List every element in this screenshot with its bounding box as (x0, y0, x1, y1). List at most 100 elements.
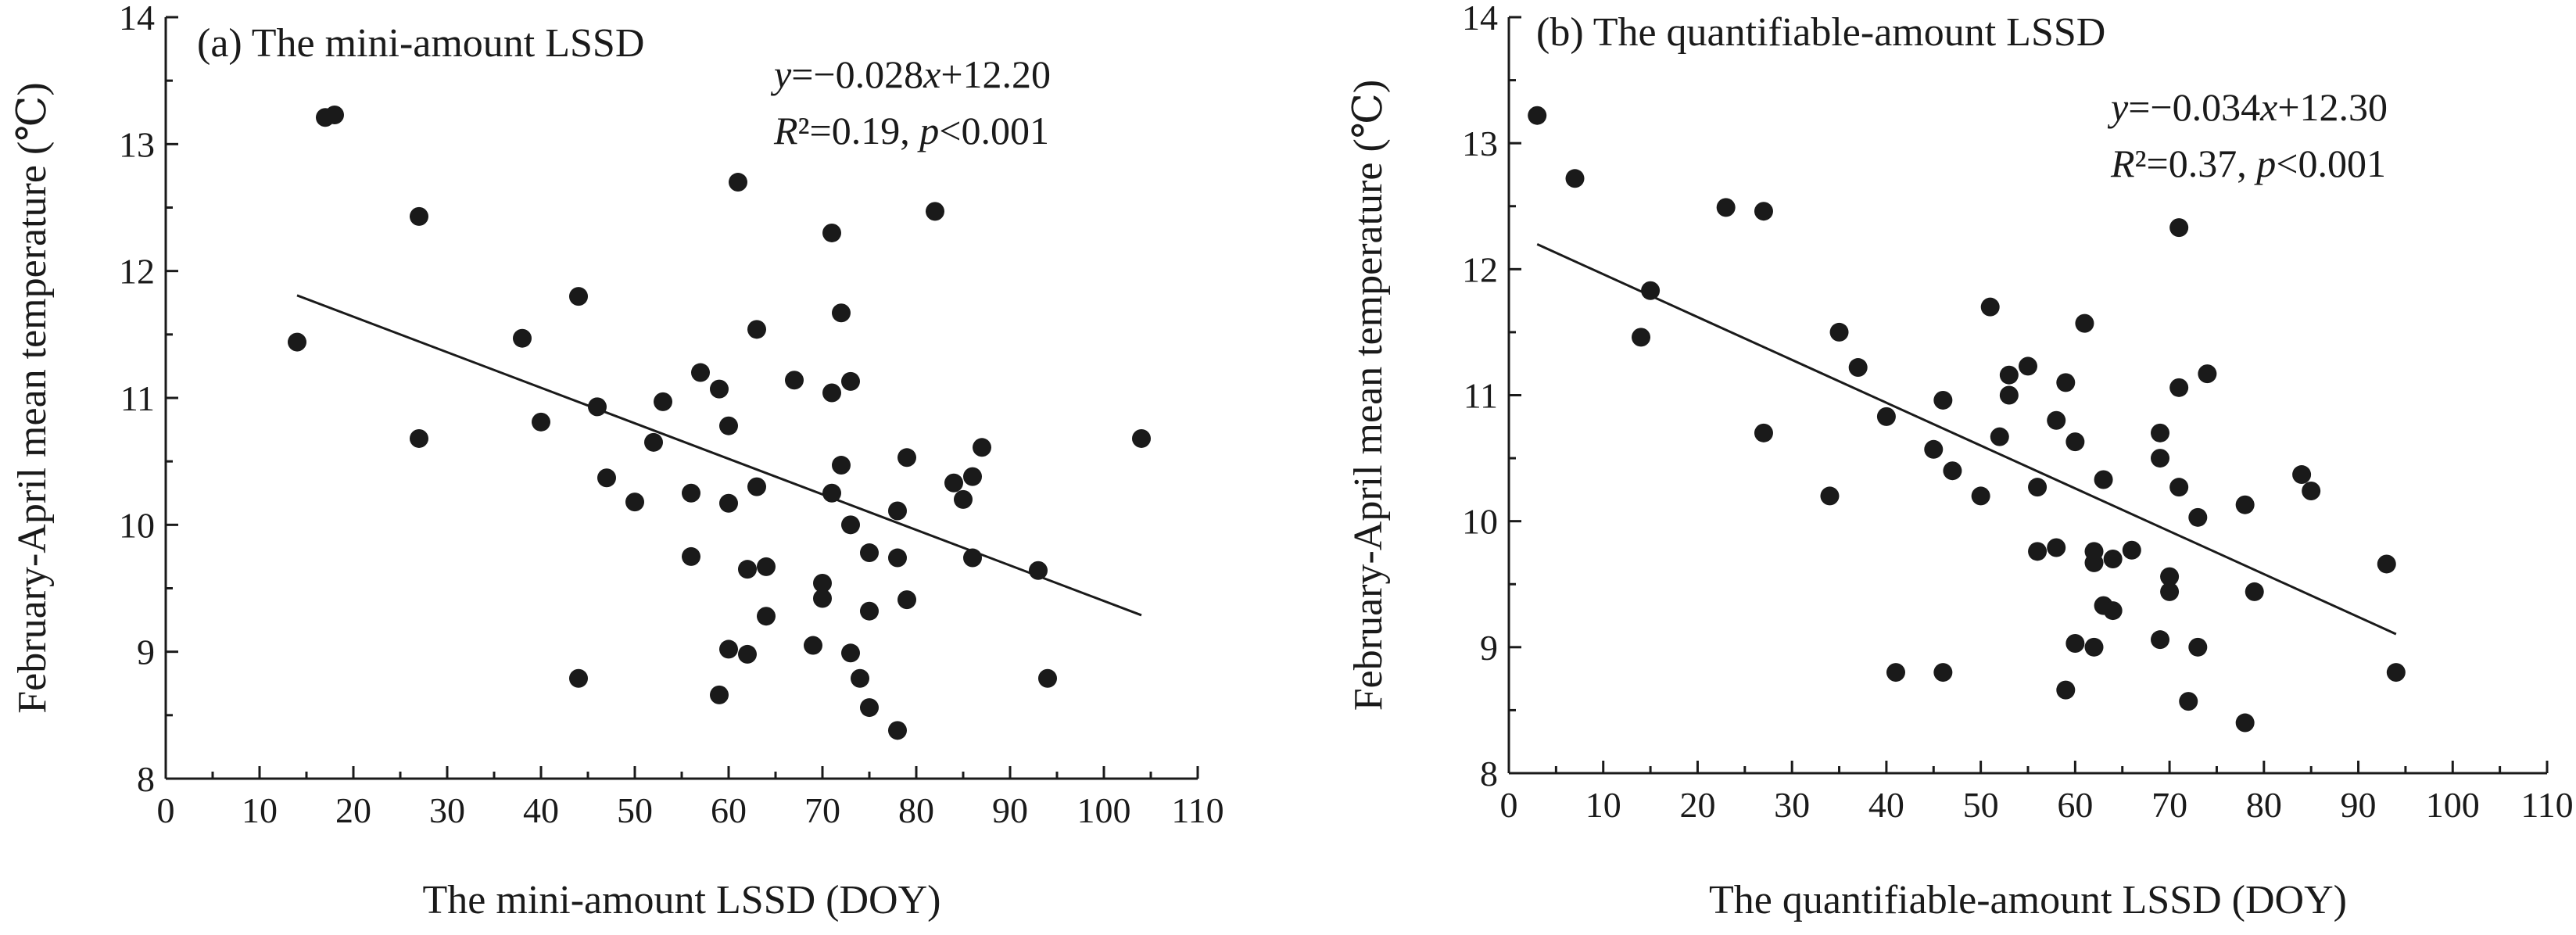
data-point (654, 392, 672, 411)
data-point (888, 721, 907, 740)
data-point (1132, 428, 1151, 448)
data-point (860, 543, 879, 563)
data-point (2065, 432, 2085, 452)
data-point (841, 371, 860, 391)
data-point (1829, 322, 1849, 342)
x-tick-label: 10 (1585, 785, 1621, 825)
data-point (860, 698, 879, 718)
data-point (1632, 328, 1651, 347)
data-point (2198, 364, 2217, 384)
regression-equation: y=−0.034x+12.30 (2107, 85, 2388, 129)
data-point (710, 685, 729, 704)
y-tick-label: 11 (1464, 376, 1498, 416)
x-tick-label: 80 (2246, 785, 2282, 825)
data-point (410, 206, 428, 226)
data-point (569, 287, 588, 306)
data-point (747, 477, 766, 496)
x-tick-label: 0 (1500, 785, 1518, 825)
data-point (1924, 439, 1944, 459)
data-point (832, 456, 851, 475)
data-point (588, 397, 607, 417)
y-tick-label: 8 (137, 759, 155, 799)
data-point (2151, 630, 2170, 650)
data-point (1886, 663, 1905, 682)
data-point (2084, 553, 2104, 572)
data-point (2019, 356, 2037, 376)
data-point (1565, 169, 1585, 188)
data-point (757, 557, 776, 576)
data-point (625, 493, 644, 512)
data-point (682, 483, 700, 503)
data-point (1641, 281, 1661, 300)
regression-stats: R²=0.37, p<0.001 (2110, 142, 2386, 185)
y-tick-label: 11 (120, 378, 155, 418)
data-point (2065, 633, 2085, 653)
data-point (1943, 461, 1962, 481)
data-point (2179, 692, 2198, 711)
data-point (2386, 663, 2406, 682)
data-point (973, 438, 991, 457)
data-point (954, 489, 973, 509)
x-tick-label: 70 (804, 790, 840, 830)
data-point (2028, 542, 2048, 561)
x-tick-label: 30 (429, 790, 465, 830)
regression-equation: y=−0.028x+12.20 (770, 52, 1051, 96)
data-point (841, 643, 860, 663)
panel-title: (b) The quantifiable-amount LSSD (1536, 10, 2105, 55)
x-tick-label: 100 (1077, 790, 1131, 830)
data-point (747, 320, 766, 339)
data-point (691, 363, 710, 382)
x-tick-label: 50 (1963, 785, 1999, 825)
data-point (841, 515, 860, 535)
y-tick-label: 14 (119, 0, 155, 38)
data-point (2169, 378, 2189, 397)
data-point (2075, 313, 2094, 333)
data-point (822, 383, 841, 403)
data-point (288, 332, 306, 352)
data-point (2094, 470, 2113, 489)
panel-b: 0 10 20 30 40 50 60 70 80 90 100 110 8 9 10 11 12 13 14 The… (1346, 0, 2574, 922)
data-point (851, 668, 869, 688)
regression-line (1536, 243, 2397, 636)
data-point (2169, 478, 2189, 497)
x-tick-label: 20 (1679, 785, 1715, 825)
data-point (1528, 106, 1547, 125)
data-point (897, 590, 916, 610)
data-point (325, 105, 344, 124)
regression-stats: R²=0.19, p<0.001 (773, 109, 1049, 152)
y-tick-label: 9 (1480, 628, 1498, 668)
data-point (1029, 561, 1048, 580)
x-tick-label: 0 (157, 790, 175, 830)
data-point (2235, 495, 2255, 514)
data-point (813, 589, 832, 608)
data-point (2103, 601, 2123, 621)
data-point (2122, 540, 2141, 560)
x-tick-label: 90 (992, 790, 1028, 830)
data-point (719, 493, 738, 513)
x-tick-label: 110 (2520, 785, 2573, 825)
data-point (738, 560, 757, 579)
data-point (888, 548, 907, 568)
data-point (897, 448, 916, 468)
data-point (804, 636, 822, 655)
data-point (2103, 550, 2123, 569)
x-tick-label: 50 (617, 790, 653, 830)
data-point (860, 601, 879, 621)
data-point (2188, 507, 2208, 527)
data-point (832, 303, 851, 323)
data-point (729, 173, 747, 192)
x-tick-label: 40 (1868, 785, 1904, 825)
y-tick-label: 10 (1462, 502, 1498, 542)
x-tick-label: 110 (1171, 790, 1224, 830)
y-tick-label: 12 (1462, 249, 1498, 289)
data-point (1754, 202, 1773, 221)
data-point (2292, 465, 2312, 485)
regression-line (296, 294, 1142, 617)
x-tick-label: 60 (711, 790, 747, 830)
data-point (813, 574, 832, 593)
data-point (963, 548, 982, 568)
data-point (963, 467, 982, 486)
data-point (644, 432, 663, 452)
y-axis-title: February-April mean temperature (℃) (10, 82, 55, 714)
data-point (710, 379, 729, 399)
